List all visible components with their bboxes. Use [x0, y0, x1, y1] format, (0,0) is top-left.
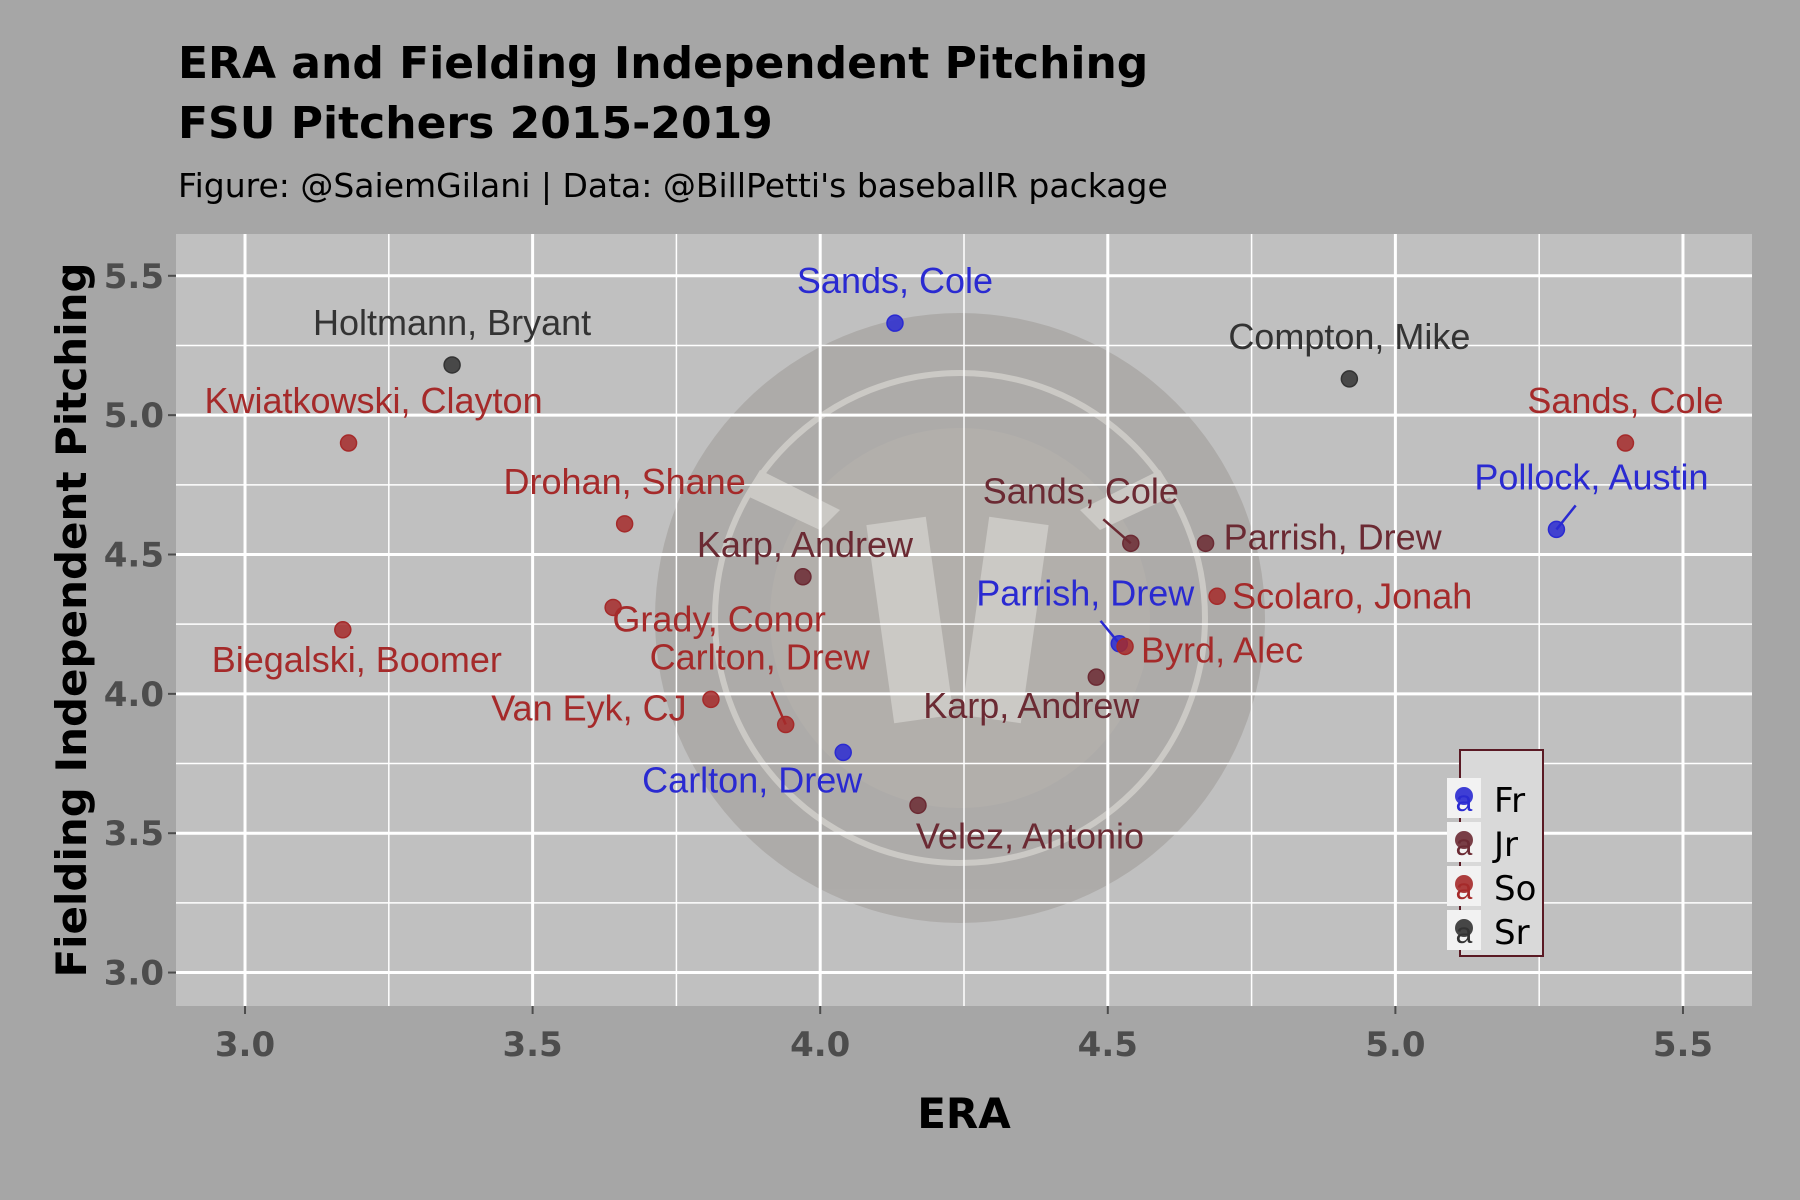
- point-label: Carlton, Drew: [650, 637, 871, 678]
- data-point: [1196, 534, 1215, 553]
- data-point: [702, 690, 720, 709]
- point-label: Sands, Cole: [797, 260, 993, 301]
- legend-key-point: [1455, 787, 1473, 805]
- chart-title-line-2: FSU Pitchers 2015-2019: [178, 98, 773, 149]
- legend-item: a Sr: [1447, 910, 1530, 953]
- data-point: [776, 715, 795, 734]
- y-tick-label: 5.0: [104, 396, 164, 436]
- legend-label: Fr: [1494, 781, 1525, 821]
- y-tick-label: 4.5: [104, 536, 164, 576]
- data-point: [1616, 434, 1635, 452]
- y-tick-label: 4.0: [104, 675, 164, 715]
- point-label: Holtmann, Bryant: [313, 302, 591, 343]
- chart-subtitle: Figure: @SaiemGilani | Data: @BillPetti'…: [178, 166, 1168, 205]
- point-label: Scolaro, Jonah: [1232, 575, 1472, 616]
- x-tick-label: 3.0: [215, 1025, 275, 1065]
- point-label: Karp, Andrew: [923, 685, 1140, 726]
- point-label: Sands, Cole: [1527, 380, 1723, 421]
- data-point: [1087, 668, 1106, 686]
- data-point: [604, 598, 622, 617]
- data-point: [1340, 370, 1359, 388]
- point-labels: Holtmann, Bryant Compton, Mike Sands, Cole…: [204, 260, 1723, 856]
- point-label: Byrd, Alec: [1141, 629, 1303, 670]
- y-tick-label: 5.5: [104, 257, 164, 297]
- point-label: Compton, Mike: [1228, 316, 1470, 357]
- data-point: [909, 796, 927, 815]
- legend-item: a Fr: [1447, 778, 1525, 821]
- data-point: [1547, 520, 1566, 539]
- x-tick-label: 4.5: [1078, 1025, 1138, 1065]
- x-tick-label: 5.5: [1653, 1025, 1713, 1065]
- legend-item: a So: [1447, 866, 1536, 909]
- point-label: Kwiatkowski, Clayton: [204, 380, 542, 421]
- data-point: [334, 621, 352, 639]
- data-point: [794, 568, 812, 586]
- point-label: Karp, Andrew: [697, 524, 914, 565]
- legend: a Fra Jra Soa Sr: [1447, 749, 1544, 957]
- legend-key-glyph: a: [1456, 917, 1473, 950]
- x-tick-label: 4.0: [790, 1025, 850, 1065]
- data-point: [443, 356, 461, 374]
- chart-title-line-1: ERA and Fielding Independent Pitching: [178, 38, 1149, 89]
- legend-key-glyph: a: [1456, 829, 1473, 862]
- data-point: [1116, 637, 1134, 656]
- data-point: [615, 515, 634, 533]
- data-point: [834, 743, 852, 762]
- legend-key-glyph: a: [1456, 785, 1473, 818]
- point-label: Biegalski, Boomer: [212, 639, 502, 680]
- legend-label: So: [1494, 869, 1536, 909]
- data-point: [339, 434, 358, 452]
- point-label: Pollock, Austin: [1474, 456, 1708, 497]
- y-tick-label: 3.5: [104, 814, 164, 854]
- point-label: Parrish, Drew: [976, 573, 1195, 614]
- point-label: Parrish, Drew: [1224, 516, 1443, 557]
- data-point: [886, 314, 904, 332]
- point-label: Van Eyk, CJ: [491, 687, 686, 728]
- y-tick-label: 3.0: [104, 954, 164, 994]
- data-point: [1208, 587, 1226, 606]
- watermark-logo: [655, 313, 1265, 923]
- legend-key-point: [1455, 831, 1473, 849]
- legend-key-point: [1455, 919, 1473, 937]
- x-tick-label: 3.5: [502, 1025, 562, 1065]
- axis-ticks: 3.0 3.5 4.0 4.5 5.0 5.5 3.0 3.5 4.0 4.5 5.0 5.5: [104, 257, 1713, 1065]
- data-points: [334, 314, 1635, 815]
- y-axis-title: Fielding Independent Pitching: [47, 262, 96, 977]
- legend-item: a Jr: [1447, 822, 1518, 865]
- legend-label: Sr: [1494, 913, 1530, 953]
- point-label: Drohan, Shane: [504, 461, 746, 502]
- point-label: Grady, Conor: [612, 598, 825, 639]
- x-tick-label: 5.0: [1365, 1025, 1425, 1065]
- data-point: [1122, 534, 1140, 553]
- point-label: Sands, Cole: [983, 470, 1179, 511]
- legend-key-point: [1455, 875, 1473, 893]
- point-label: Carlton, Drew: [642, 759, 863, 800]
- legend-label: Jr: [1492, 825, 1518, 865]
- legend-key-glyph: a: [1456, 873, 1473, 906]
- x-axis-title: ERA: [917, 1089, 1011, 1138]
- point-label: Velez, Antonio: [916, 815, 1144, 856]
